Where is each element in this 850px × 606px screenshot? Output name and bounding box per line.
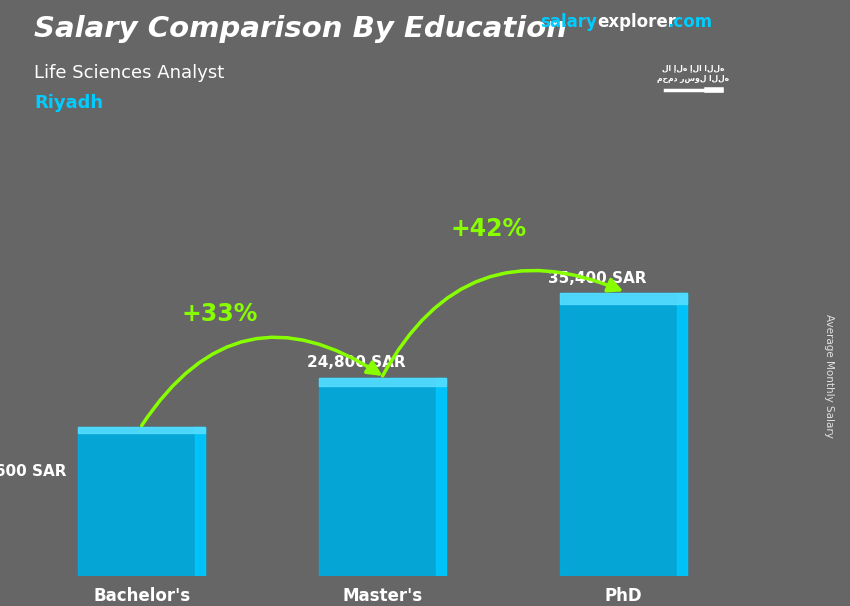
Bar bbox=[319, 378, 446, 385]
Bar bbox=[78, 427, 206, 433]
Text: Riyadh: Riyadh bbox=[34, 94, 103, 112]
Text: Life Sciences Analyst: Life Sciences Analyst bbox=[34, 64, 224, 82]
Bar bbox=[78, 427, 206, 576]
Bar bbox=[677, 293, 687, 576]
Bar bbox=[196, 427, 206, 576]
Text: explorer: explorer bbox=[598, 13, 677, 32]
Text: محمد رسول الله: محمد رسول الله bbox=[657, 75, 728, 84]
Text: لا إله إلا الله: لا إله إلا الله bbox=[661, 63, 724, 72]
Bar bbox=[436, 378, 446, 576]
Text: 35,400 SAR: 35,400 SAR bbox=[548, 271, 647, 285]
Text: +33%: +33% bbox=[181, 302, 258, 325]
Text: salary: salary bbox=[540, 13, 597, 32]
Bar bbox=[319, 378, 446, 576]
Bar bbox=[559, 293, 687, 304]
Text: 18,600 SAR: 18,600 SAR bbox=[0, 464, 66, 479]
Text: .com: .com bbox=[667, 13, 712, 32]
Bar bbox=[559, 293, 687, 576]
Text: Average Monthly Salary: Average Monthly Salary bbox=[824, 314, 834, 438]
Text: +42%: +42% bbox=[450, 217, 527, 241]
Text: Salary Comparison By Education: Salary Comparison By Education bbox=[34, 15, 567, 43]
Text: 24,800 SAR: 24,800 SAR bbox=[308, 355, 406, 370]
